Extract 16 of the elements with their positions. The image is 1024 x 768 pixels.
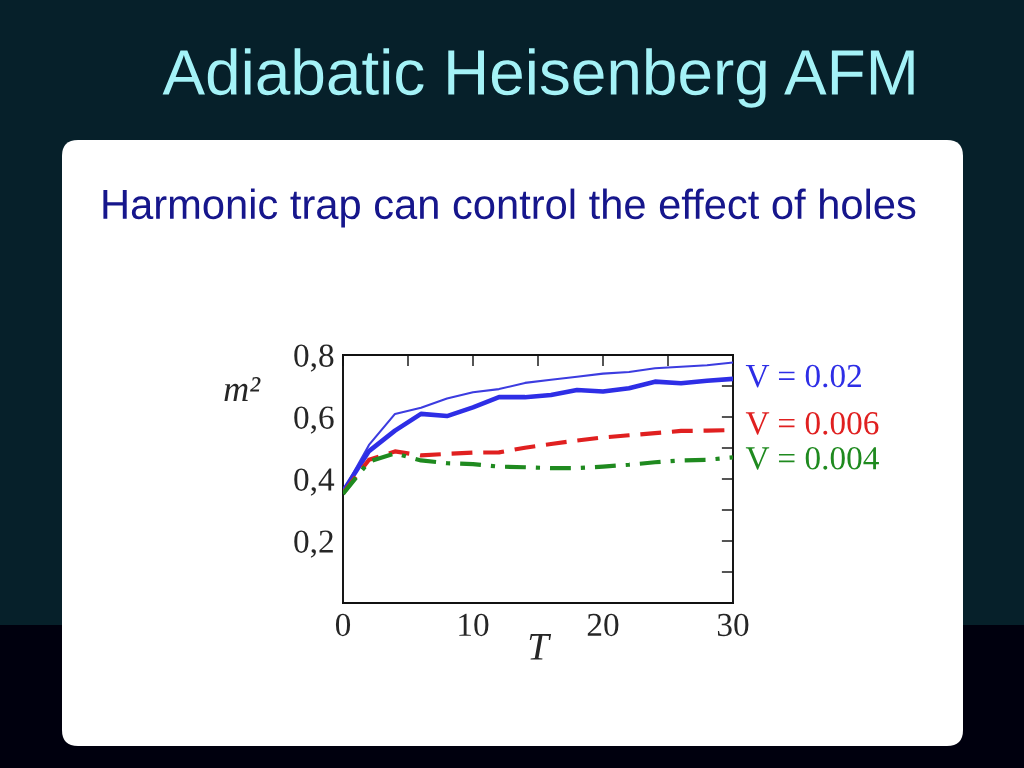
x-tick-label: 30 — [717, 613, 749, 637]
chart-subtitle: Harmonic trap can control the effect of holes — [103, 188, 916, 228]
y-tick-label: 0,2 — [294, 530, 333, 558]
chart-title: Adiabatic Heisenberg AFM — [162, 48, 914, 108]
x-axis-title: T — [529, 634, 552, 660]
series-label: V = 0.004 — [745, 447, 879, 470]
x-tick-label: 0 — [335, 613, 351, 637]
x-tick-label: 20 — [587, 613, 619, 637]
y-tick-label: 0,6 — [294, 406, 334, 434]
line-series — [343, 451, 733, 496]
y-tick-label: 0,8 — [294, 344, 334, 372]
x-tick-label: 10 — [459, 613, 489, 637]
series-label: V = 0.006 — [745, 412, 879, 435]
y-axis-title: m² — [224, 377, 261, 401]
y-tick-label: 0,4 — [294, 468, 335, 496]
series-label: V = 0.02 — [745, 364, 861, 388]
